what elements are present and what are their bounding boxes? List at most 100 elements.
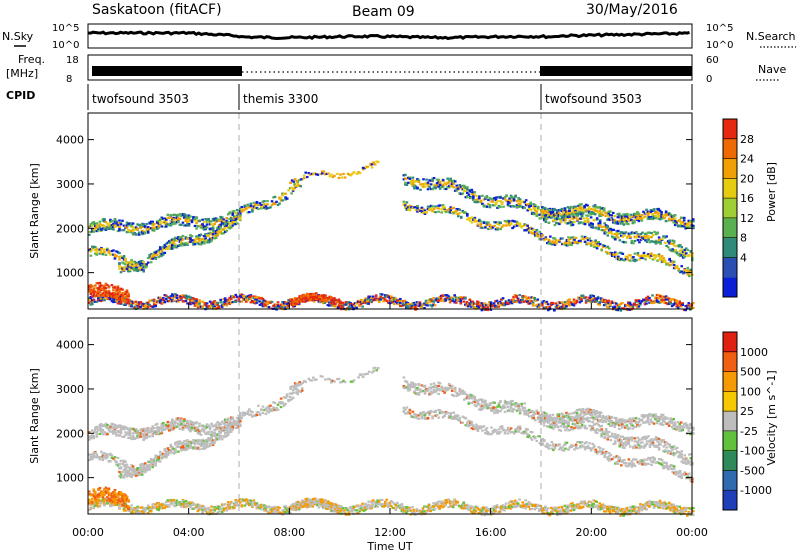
scatter-cell (174, 243, 177, 246)
scatter-cell (88, 284, 91, 288)
scatter-cell (104, 422, 108, 425)
scatter-cell (169, 221, 173, 225)
scatter-cell (245, 207, 248, 210)
scatter-cell (413, 180, 416, 184)
scatter-cell (104, 294, 108, 297)
scatter-cell (577, 209, 580, 212)
scatter-cell (130, 259, 133, 262)
scatter-cell (472, 191, 475, 194)
scatter-cell (180, 238, 183, 241)
scatter-cell (423, 185, 427, 188)
scatter-cell (597, 241, 600, 244)
scatter-cell (225, 299, 229, 302)
scatter-cell (122, 255, 126, 258)
scatter-cell (115, 294, 118, 298)
scatter-cell (207, 424, 210, 427)
scatter-cell (598, 223, 602, 226)
scatter-cell (207, 218, 210, 221)
scatter-cell (308, 296, 312, 299)
scatter-cell (127, 265, 130, 268)
scatter-cell (641, 237, 644, 241)
scatter-cell (118, 300, 121, 303)
scatter-cell (202, 220, 206, 224)
scatter-cell (490, 197, 493, 201)
scatter-cell (293, 297, 297, 300)
scatter-cell (541, 234, 545, 237)
scatter-cell (488, 206, 492, 209)
scatter-cell (131, 267, 135, 270)
scatter-cell (589, 225, 593, 228)
scatter-cell (556, 210, 559, 213)
scatter-cell (416, 205, 419, 208)
scatter-cell (423, 211, 427, 214)
scatter-cell (500, 202, 504, 205)
scatter-cell (131, 300, 135, 304)
scatter-cell (518, 293, 521, 297)
scatter-cell (246, 295, 250, 298)
scatter-cell (131, 435, 135, 438)
scatter-cell (382, 298, 386, 301)
scatter-cell (465, 304, 469, 308)
scatter-cell (556, 213, 560, 216)
scatter-cell (142, 303, 145, 306)
scatter-cell (515, 300, 518, 304)
scatter-cell (136, 432, 139, 435)
scatter-cell (213, 305, 216, 308)
scatter-cell (667, 211, 671, 215)
scatter-cell (177, 425, 180, 428)
scatter-cell (184, 236, 188, 239)
scatter-cell (672, 249, 676, 252)
scatter-cell (94, 290, 97, 293)
scatter-cell (435, 182, 439, 185)
scatter-cell (279, 197, 283, 200)
scatter-cell (686, 269, 690, 272)
scatter-cell (405, 207, 409, 210)
scatter-cell (118, 467, 121, 470)
scatter-cell (660, 297, 663, 300)
scatter-cell (136, 268, 139, 271)
scatter-cell (169, 428, 173, 431)
scatter-cell (353, 305, 357, 308)
scatter-cell (639, 232, 643, 236)
scatter-cell (178, 297, 182, 301)
scatter-cell (590, 208, 594, 211)
scatter-cell (174, 425, 177, 428)
scatter-cell (533, 234, 537, 238)
scatter-cell (325, 298, 329, 301)
scatter-cell (619, 222, 623, 225)
scatter-cell (588, 223, 591, 227)
y-tick-label: 1000 (56, 267, 84, 280)
scatter-cell (112, 299, 115, 303)
scatter-cell (373, 163, 377, 166)
scatter-cell (515, 205, 519, 209)
scatter-cell (231, 416, 235, 419)
scatter-cell (414, 305, 417, 309)
scatter-cell (151, 427, 155, 430)
scatter-cell (177, 417, 180, 420)
scatter-cell (113, 431, 117, 434)
scatter-cell (571, 236, 575, 239)
scatter-cell (654, 240, 658, 244)
scatter-cell (155, 430, 159, 433)
scatter-cell (371, 299, 375, 302)
scatter-cell (207, 305, 210, 308)
scatter-cell (475, 201, 478, 204)
scatter-cell (559, 213, 562, 216)
scatter-cell (680, 245, 684, 249)
scatter-cell (92, 228, 96, 232)
scatter-cell (122, 269, 126, 272)
scatter-cell (145, 466, 148, 469)
scatter-cell (220, 420, 224, 423)
scatter-cell (650, 231, 653, 235)
scatter-cell (447, 180, 451, 184)
scatter-cell (494, 221, 498, 224)
scatter-cell (571, 214, 575, 217)
scatter-cell (92, 436, 96, 440)
scatter-cell (124, 266, 127, 270)
scatter-cell (434, 185, 437, 188)
scatter-cell (225, 419, 229, 422)
scatter-cell (424, 299, 428, 302)
scatter-cell (316, 294, 320, 297)
scatter-cell (100, 247, 103, 251)
scatter-cell (623, 232, 626, 236)
